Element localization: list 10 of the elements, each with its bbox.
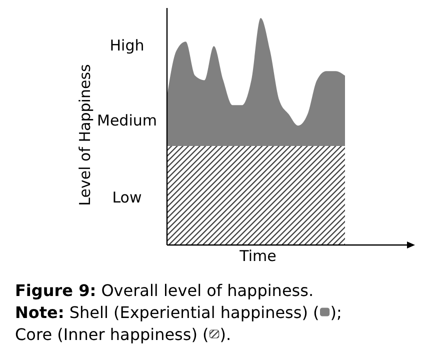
text: Core (Inner happiness) ( bbox=[15, 325, 209, 344]
text: Figure 9: Overall level of happiness. bbox=[15, 281, 314, 300]
text: High bbox=[110, 36, 144, 54]
y-axis-title: Level of Happiness bbox=[76, 64, 94, 206]
text: Medium bbox=[97, 111, 157, 130]
text: Note: Shell (Experiential happiness) ( bbox=[15, 303, 320, 322]
text: ); bbox=[330, 303, 342, 322]
text: Low bbox=[112, 188, 142, 206]
text: ). bbox=[220, 325, 232, 344]
x-axis-title: Time bbox=[238, 247, 276, 265]
